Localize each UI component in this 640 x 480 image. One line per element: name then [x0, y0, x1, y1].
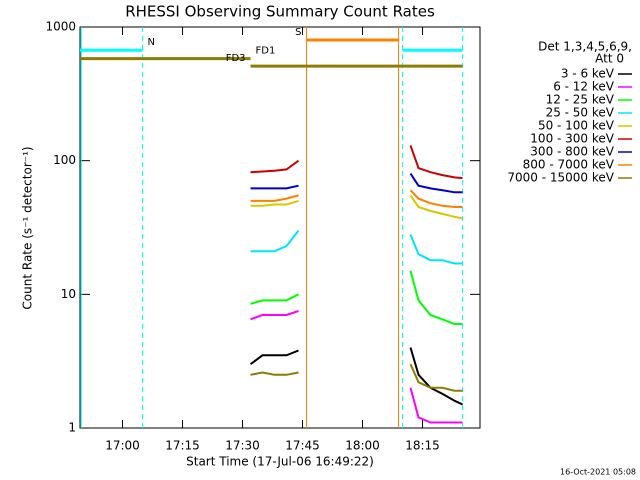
- flag-label: S: [295, 27, 301, 38]
- x-tick-label: 17:30: [225, 439, 260, 453]
- series-line: [250, 310, 299, 321]
- legend-label: 12 - 25 keV: [546, 93, 615, 107]
- legend-label: 100 - 300 keV: [530, 132, 614, 146]
- series-line: [249, 349, 299, 366]
- flag-label: FD1: [256, 46, 276, 57]
- legend-title: Att 0: [595, 52, 624, 66]
- y-tick-label: 1000: [45, 20, 76, 34]
- series-line: [409, 363, 463, 392]
- y-tick-label: 100: [53, 153, 76, 167]
- flag-label: N: [148, 37, 155, 48]
- legend-label: 6 - 12 keV: [553, 80, 615, 94]
- x-tick-label: 18:00: [345, 439, 380, 453]
- series-line: [250, 159, 300, 174]
- series-line: [250, 194, 299, 202]
- legend-label: 7000 - 15000 keV: [507, 171, 614, 185]
- series-line: [409, 173, 463, 194]
- series-line: [409, 234, 463, 265]
- x-tick-label: 18:15: [405, 439, 440, 453]
- series-line: [409, 347, 463, 406]
- legend-label: 300 - 800 keV: [530, 145, 614, 159]
- flag-label: FD3: [226, 53, 246, 64]
- x-tick-label: 17:15: [165, 439, 200, 453]
- chart-title: RHESSI Observing Summary Count Rates: [125, 3, 435, 21]
- x-axis-label: Start Time (17-Jul-06 16:49:22): [186, 455, 374, 469]
- series-line: [250, 293, 299, 305]
- footer: 16-Oct-2021 05:08: [560, 468, 636, 477]
- series-line: [409, 194, 463, 220]
- series-line: [409, 145, 463, 180]
- series-line: [250, 371, 299, 376]
- series-line: [250, 199, 299, 207]
- legend-label: 800 - 7000 keV: [523, 158, 615, 172]
- plot-frame: [79, 26, 481, 429]
- legend-label: 25 - 50 keV: [546, 106, 615, 120]
- series-line: [409, 387, 463, 424]
- series-line: [250, 229, 300, 253]
- series-line: [250, 184, 299, 190]
- legend-title: Det 1,3,4,5,6,9,: [538, 40, 632, 54]
- y-tick-label: 1: [68, 421, 76, 435]
- y-axis-label: Count Rate (s⁻¹ detector⁻¹): [21, 146, 35, 309]
- legend-label: 3 - 6 keV: [561, 67, 615, 81]
- x-tick-label: 17:45: [285, 439, 320, 453]
- x-tick-label: 17:00: [105, 439, 140, 453]
- y-tick-label: 10: [61, 287, 76, 301]
- legend-label: 50 - 100 keV: [538, 119, 615, 133]
- series-line: [409, 270, 463, 325]
- series-line: [409, 189, 463, 208]
